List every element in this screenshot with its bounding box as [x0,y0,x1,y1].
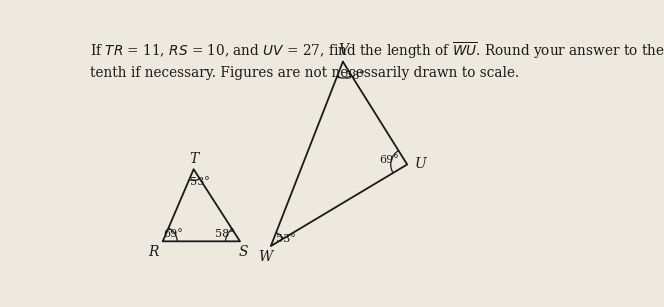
Text: R: R [148,245,159,259]
Text: 53°: 53° [191,177,210,187]
Text: 58°: 58° [345,71,365,81]
Text: 69°: 69° [378,155,398,165]
Text: tenth if necessary. Figures are not necessarily drawn to scale.: tenth if necessary. Figures are not nece… [90,66,519,80]
Text: T: T [189,152,199,165]
Text: If $\mathit{TR}$ = 11, $\mathit{RS}$ = 10, and $\mathit{UV}$ = 27, find the leng: If $\mathit{TR}$ = 11, $\mathit{RS}$ = 1… [90,41,664,61]
Text: V: V [338,43,348,57]
Text: U: U [414,157,426,172]
Text: 69°: 69° [163,229,183,239]
Text: 53°: 53° [276,234,296,244]
Text: W: W [258,250,273,264]
Text: S: S [239,245,248,259]
Text: 58°: 58° [214,229,234,239]
